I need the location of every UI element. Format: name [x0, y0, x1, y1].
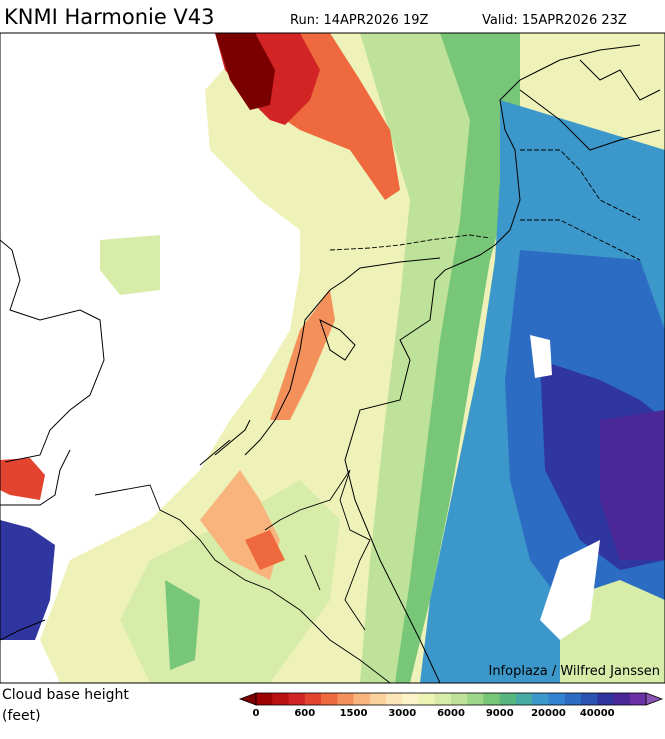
country-border	[94, 469, 391, 684]
coastline-east	[344, 44, 641, 684]
colorbar-bin	[613, 693, 631, 705]
coastline-netherlands	[199, 257, 441, 466]
cloud-field-mid-green	[395, 33, 520, 683]
colorbar-bin	[597, 693, 614, 705]
colorbar-bin	[483, 693, 501, 705]
colorbar-bin	[369, 693, 387, 705]
credit: Infoplaza / Wilfred Janssen	[488, 664, 660, 679]
colorbar-bin	[386, 693, 403, 705]
colorbar-bin	[516, 693, 533, 705]
map-frame	[0, 32, 665, 684]
clear-patch	[530, 335, 552, 378]
cloud-patch-purple	[0, 520, 55, 640]
cloud-field-purple	[600, 410, 665, 560]
colorbar-bin	[402, 693, 419, 705]
colorbar-label: 0	[253, 708, 260, 719]
cloud-patch-green	[165, 580, 200, 670]
colorbar-bin	[467, 693, 484, 705]
title: KNMI Harmonie V43	[4, 5, 215, 29]
colorbar-bin	[581, 693, 598, 705]
colorbar-bin	[451, 693, 468, 705]
colorbar-label: 1500	[340, 708, 368, 719]
valid-time: Valid: 15APR2026 23Z	[482, 13, 627, 28]
cloud-patch-orange	[245, 530, 285, 570]
colorbar-bin	[304, 693, 322, 705]
run-time: Run: 14APR2026 19Z	[290, 13, 429, 28]
colorbar-bin	[434, 693, 452, 705]
colorbar-bin	[321, 693, 338, 705]
colorbar-bin	[288, 693, 306, 705]
colorbar-label: 600	[294, 708, 315, 719]
colorbar: 0 600 1500 3000 6000 9000 20000 40000	[238, 692, 664, 719]
colorbar-label: 6000	[437, 708, 465, 719]
colorbar-bin	[499, 693, 517, 705]
colorbar-label: 9000	[486, 708, 514, 719]
colorbar-bin	[564, 693, 582, 705]
colorbar-bin	[272, 693, 289, 705]
colorbar-bin	[256, 693, 273, 705]
cloud-patch-orange	[270, 290, 335, 420]
colorbar-frame	[255, 692, 647, 706]
map: Infoplaza / Wilfred Janssen	[0, 33, 665, 684]
cloud-field-green	[360, 33, 480, 683]
coastline-england	[0, 239, 105, 641]
colorbar-label: 20000	[531, 708, 566, 719]
colorbar-bin	[532, 693, 549, 705]
clear-patch	[540, 540, 600, 640]
cloud-field-dark-red	[215, 33, 275, 110]
legend-title: Cloud base height	[2, 687, 129, 703]
cloud-patch-pale	[100, 235, 160, 295]
colorbar-under	[238, 692, 257, 706]
colorbar-bin	[548, 693, 566, 705]
coastline-islands	[329, 149, 641, 261]
colorbar-bin	[337, 693, 354, 705]
cloud-patch-red	[0, 458, 45, 500]
legend-unit: (feet)	[2, 708, 41, 724]
colorbar-label: 40000	[580, 708, 615, 719]
colorbar-bin	[353, 693, 371, 705]
colorbar-bin	[629, 693, 647, 705]
colorbar-label: 3000	[388, 708, 416, 719]
colorbar-bin	[418, 693, 436, 705]
coastline-denmark	[519, 59, 661, 151]
colorbar-over	[645, 692, 664, 706]
